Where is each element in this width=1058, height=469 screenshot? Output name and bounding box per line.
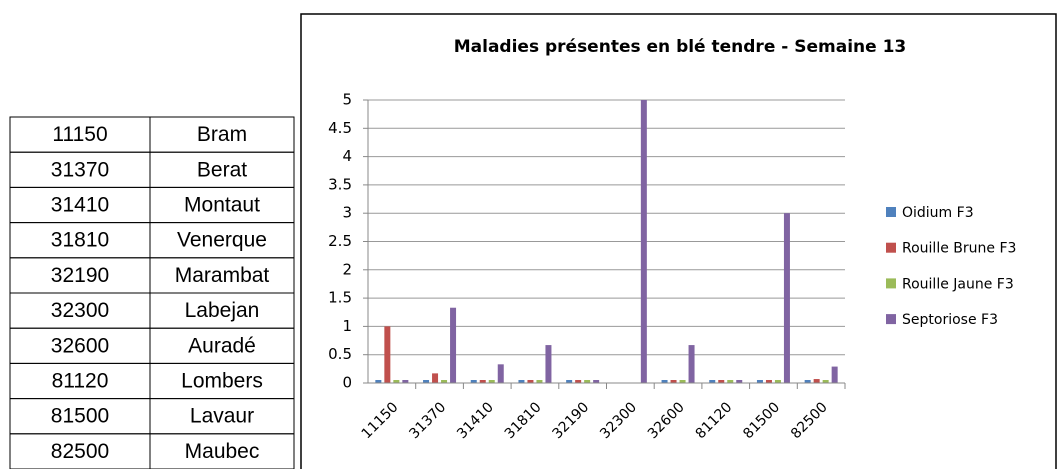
y-tick-label: 3.5 <box>328 175 352 193</box>
bar <box>384 326 391 383</box>
y-tick-label: 2 <box>342 260 352 278</box>
table-cell: 32190 <box>51 264 109 287</box>
table-cell: 11150 <box>52 123 107 146</box>
bar <box>718 380 725 383</box>
bar <box>375 380 382 383</box>
bar <box>593 380 600 383</box>
bar <box>727 380 734 383</box>
table-cell: 32600 <box>51 334 109 357</box>
table-cell: 81120 <box>52 370 109 393</box>
bar <box>441 380 448 383</box>
table-cell: 81500 <box>51 405 109 428</box>
table-cell: Labejan <box>185 299 260 322</box>
y-tick-label: 0 <box>342 374 352 392</box>
chart-title: Maladies présentes en blé tendre - Semai… <box>454 37 907 57</box>
bar <box>765 380 772 383</box>
table-cell: Lavaur <box>190 405 254 428</box>
y-tick-label: 1 <box>342 317 352 335</box>
bar <box>497 364 504 383</box>
bar <box>756 380 763 383</box>
table-cell: Montaut <box>184 194 260 217</box>
bar <box>831 366 838 383</box>
bar <box>575 380 582 383</box>
bar <box>736 380 743 383</box>
table-cell: 31810 <box>51 229 109 252</box>
bar <box>804 380 811 383</box>
bar <box>450 307 457 383</box>
y-tick-label: 4 <box>342 147 352 165</box>
bar <box>527 380 534 383</box>
bar <box>432 373 439 383</box>
bar <box>470 380 477 383</box>
bar <box>661 380 668 383</box>
legend-label: Rouille Jaune F3 <box>902 276 1014 292</box>
table-cell: 32300 <box>51 299 109 322</box>
y-tick-label: 5 <box>342 91 352 109</box>
bar <box>518 380 525 383</box>
legend-label: Oidium F3 <box>902 205 974 221</box>
table-cell: 82500 <box>51 440 109 463</box>
table-cell: Lombers <box>181 370 263 393</box>
bar <box>688 345 695 383</box>
bar <box>402 380 409 383</box>
bar <box>488 380 495 383</box>
legend-label: Rouille Brune F3 <box>902 241 1016 257</box>
table-cell: Auradé <box>188 334 256 357</box>
table-cell: Venerque <box>177 229 267 252</box>
y-tick-label: 4.5 <box>328 119 352 137</box>
bar <box>783 213 790 383</box>
bar <box>640 100 647 383</box>
y-tick-label: 0.5 <box>328 345 352 363</box>
bar <box>423 380 430 383</box>
legend-swatch <box>886 314 896 325</box>
table-cell: 31410 <box>51 194 109 217</box>
bar <box>670 380 677 383</box>
table-cell: Bram <box>197 123 247 146</box>
legend-swatch <box>886 207 896 217</box>
legend-label: Septoriose F3 <box>902 312 998 328</box>
y-tick-label: 2.5 <box>328 232 352 250</box>
bar <box>813 379 820 383</box>
legend-swatch <box>886 242 896 253</box>
bar <box>536 380 543 383</box>
y-tick-label: 3 <box>342 204 352 222</box>
table-cell: 31370 <box>51 158 109 181</box>
bar <box>774 380 781 383</box>
bar <box>584 380 591 383</box>
bar <box>709 380 716 383</box>
bar <box>479 380 486 383</box>
bar <box>822 380 829 383</box>
legend-swatch <box>886 278 896 289</box>
bar <box>545 345 552 383</box>
bar <box>679 380 686 383</box>
bar <box>566 380 573 383</box>
bar <box>393 380 400 383</box>
table-cell: Berat <box>197 158 247 181</box>
y-tick-label: 1.5 <box>328 289 352 307</box>
table-cell: Maubec <box>185 440 260 463</box>
table-cell: Marambat <box>175 264 270 287</box>
